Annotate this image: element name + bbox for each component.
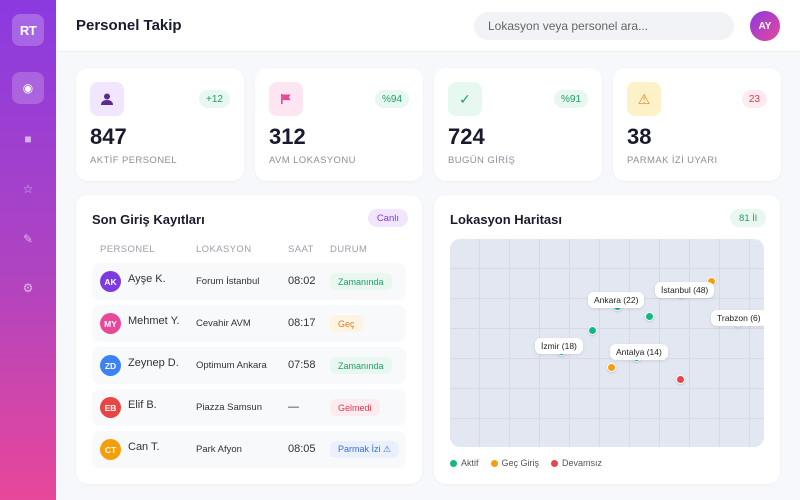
- legend-item-absent: Devamsız: [551, 458, 602, 468]
- target-icon: ◉: [22, 81, 34, 95]
- sidebar-item-locations[interactable]: ■: [12, 123, 44, 155]
- stat-label: PARMAK İZİ UYARI: [627, 155, 718, 166]
- time: 08:02: [288, 275, 316, 287]
- search-input[interactable]: [474, 12, 734, 40]
- staff-name: Ayşe K.: [128, 273, 166, 285]
- stat-value: 38: [627, 124, 652, 149]
- user-avatar[interactable]: AY: [750, 11, 780, 41]
- stat-badge: %94: [374, 90, 409, 108]
- staff-name: Elif B.: [128, 399, 157, 411]
- avatar: MY: [100, 313, 121, 334]
- stat-card-mall-locations: %94 312 AVM LOKASYONU: [255, 68, 423, 181]
- live-badge: Canlı: [367, 209, 408, 227]
- logo[interactable]: RT: [12, 14, 44, 46]
- topbar: Personel Takip AY: [56, 0, 800, 52]
- map-label-ankara: Ankara (22): [588, 292, 645, 308]
- gear-icon: ⚙: [22, 281, 34, 295]
- dot-icon: [450, 459, 457, 467]
- stat-badge: +12: [199, 90, 230, 108]
- location-map-panel: Lokasyon Haritası 81 İl Ankara (22) İsta…: [434, 195, 780, 484]
- time: 08:05: [288, 443, 316, 455]
- sidebar-item-favorites[interactable]: ☆: [12, 173, 44, 205]
- column-header-location: LOKASYON: [196, 244, 252, 255]
- table-row[interactable]: AK Ayşe K. Forum İstanbul 08:02 Zamanınd…: [92, 263, 406, 300]
- table-row[interactable]: CT Can T. Park Afyon 08:05 Parmak İzi ⚠: [92, 431, 406, 468]
- staff-name: Mehmet Y.: [128, 315, 180, 327]
- map-legend: Aktif Geç Giriş Devamsız: [450, 458, 602, 468]
- map-marker[interactable]: [676, 375, 685, 384]
- table-row[interactable]: ZD Zeynep D. Optimum Ankara 07:58 Zamanı…: [92, 347, 406, 384]
- map-marker[interactable]: [645, 312, 654, 321]
- stat-value: 312: [269, 124, 306, 149]
- table-row[interactable]: MY Mehmet Y. Cevahir AVM 08:17 Geç: [92, 305, 406, 342]
- table-row[interactable]: EB Elif B. Piazza Samsun — Gelmedi: [92, 389, 406, 426]
- stat-badge: %91: [553, 90, 588, 108]
- status-badge: Zamanında: [330, 357, 392, 374]
- sidebar: RT ◉ ■ ☆ ✎ ⚙: [0, 0, 56, 500]
- status-badge: Parmak İzi ⚠: [330, 441, 400, 458]
- column-header-staff: PERSONEL: [100, 244, 155, 255]
- square-icon: ■: [24, 132, 32, 146]
- avatar: CT: [100, 439, 121, 460]
- page-title: Personel Takip: [76, 17, 182, 34]
- location: Park Afyon: [196, 444, 242, 455]
- map-label-istanbul: İstanbul (48): [655, 282, 715, 298]
- time: —: [288, 401, 299, 413]
- panel-title: Lokasyon Haritası: [450, 212, 562, 227]
- star-icon: ☆: [22, 182, 34, 196]
- recent-entries-panel: Son Giriş Kayıtları Canlı PERSONEL LOKAS…: [76, 195, 422, 484]
- stat-badge: 23: [741, 90, 767, 108]
- location: Piazza Samsun: [196, 402, 263, 413]
- legend-item-active: Aktif: [450, 458, 479, 468]
- legend-item-late: Geç Giriş: [490, 458, 539, 468]
- stat-card-today-entries: ✓ %91 724 BUGÜN GİRİŞ: [434, 68, 602, 181]
- map-label-antalya: Antalya (14): [610, 344, 668, 360]
- map-marker[interactable]: [607, 363, 616, 372]
- panel-title: Son Giriş Kayıtları: [92, 212, 205, 227]
- staff-name: Can T.: [128, 441, 160, 453]
- dot-icon: [490, 459, 498, 467]
- warning-icon: ⚠: [627, 82, 661, 116]
- stat-card-active-staff: +12 847 AKTİF PERSONEL: [76, 68, 244, 181]
- avatar: AK: [100, 271, 121, 292]
- province-count-badge: 81 İl: [730, 209, 766, 227]
- column-header-time: SAAT: [288, 244, 314, 255]
- avatar: EB: [100, 397, 121, 418]
- stat-label: BUGÜN GİRİŞ: [448, 155, 516, 166]
- location: Cevahir AVM: [196, 318, 251, 329]
- map-marker[interactable]: [588, 326, 597, 335]
- dot-icon: [551, 459, 559, 467]
- location-map[interactable]: Ankara (22) İstanbul (48) Trabzon (6) İz…: [450, 239, 764, 447]
- map-label-izmir: İzmir (18): [535, 338, 583, 354]
- time: 07:58: [288, 359, 316, 371]
- time: 08:17: [288, 317, 316, 329]
- check-icon: ✓: [448, 82, 482, 116]
- location: Optimum Ankara: [196, 360, 267, 371]
- map-label-trabzon: Trabzon (6): [711, 310, 764, 326]
- column-header-status: DURUM: [330, 244, 368, 255]
- avatar: ZD: [100, 355, 121, 376]
- person-icon: [90, 82, 124, 116]
- stat-label: AVM LOKASYONU: [269, 155, 356, 166]
- stat-value: 724: [448, 124, 485, 149]
- sidebar-item-settings[interactable]: ⚙: [12, 272, 44, 304]
- stat-label: AKTİF PERSONEL: [90, 155, 177, 166]
- flag-icon: [269, 82, 303, 116]
- location: Forum İstanbul: [196, 276, 260, 287]
- status-badge: Gelmedi: [330, 399, 380, 416]
- stat-value: 847: [90, 124, 127, 149]
- staff-name: Zeynep D.: [128, 357, 179, 369]
- status-badge: Zamanında: [330, 273, 392, 290]
- stat-card-fingerprint-warnings: ⚠ 23 38 PARMAK İZİ UYARI: [613, 68, 781, 181]
- sidebar-item-edit[interactable]: ✎: [12, 223, 44, 255]
- sidebar-item-dashboard[interactable]: ◉: [12, 72, 44, 104]
- status-badge: Geç: [330, 315, 363, 332]
- pencil-icon: ✎: [22, 232, 34, 246]
